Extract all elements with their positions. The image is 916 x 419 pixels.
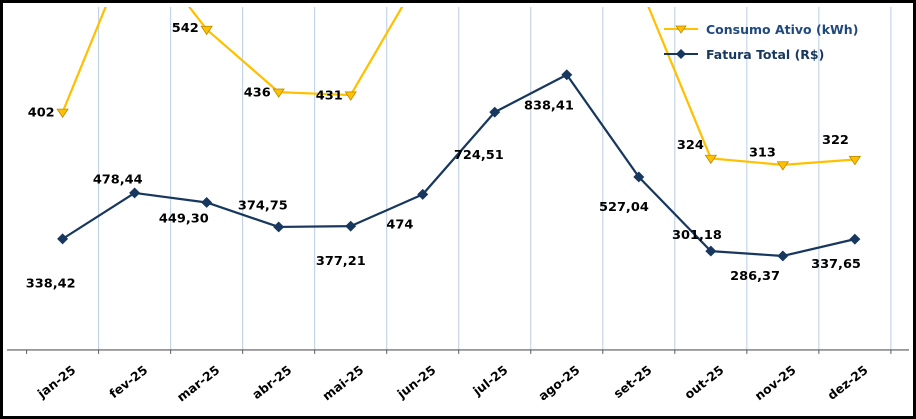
marker-fatura-total-r-set-25: [633, 171, 645, 183]
marker-fatura-total-r-jun-25: [417, 188, 429, 200]
legend-item-fatura-total: Fatura Total (R$): [663, 44, 858, 64]
marker-fatura-total-r-mai-25: [345, 220, 357, 232]
legend-label-consumo-ativo: Consumo Ativo (kWh): [706, 21, 859, 37]
marker-consumo-ativo-kwh-mar-25: [200, 25, 213, 36]
data-label-fatura-total-r-set-25: 527,04: [599, 200, 649, 215]
marker-fatura-total-r-jan-25: [57, 233, 69, 245]
legend-item-consumo-ativo: Consumo Ativo (kWh): [663, 19, 858, 39]
consumo-ativo-line-marker-icon: [664, 25, 698, 34]
data-label-fatura-total-r-jun-25: 474: [386, 217, 413, 232]
data-label-consumo-ativo-kwh-mai-25: 431: [316, 89, 343, 104]
marker-fatura-total-r-ago-25: [561, 69, 573, 81]
x-axis-label-jan-25: jan-25: [34, 363, 78, 401]
x-axis-label-mar-25: mar-25: [174, 363, 222, 404]
marker-fatura-total-r-out-25: [705, 245, 717, 257]
marker-fatura-total-r-mar-25: [201, 197, 213, 208]
data-label-consumo-ativo-kwh-mar-25: 542: [172, 21, 199, 36]
data-label-fatura-total-r-fev-25: 478,44: [93, 173, 143, 188]
data-label-fatura-total-r-dez-25: 337,65: [811, 257, 861, 272]
marker-fatura-total-r-dez-25: [849, 233, 861, 245]
marker-consumo-ativo-kwh-nov-25: [776, 161, 790, 171]
x-axis-label-jun-25: jun-25: [394, 363, 438, 402]
data-label-fatura-total-r-ago-25: 838,41: [524, 99, 574, 114]
marker-consumo-ativo-kwh-abr-25: [272, 88, 285, 98]
data-label-consumo-ativo-kwh-jan-25: 402: [28, 106, 55, 121]
x-axis: [6, 349, 910, 354]
x-axis-label-out-25: out-25: [682, 363, 727, 402]
data-label-fatura-total-r-out-25: 301,18: [672, 228, 722, 243]
triangle-down-icon: [675, 25, 687, 34]
data-label-consumo-ativo-kwh-abr-25: 436: [244, 86, 271, 101]
x-axis-label-nov-25: nov-25: [752, 363, 798, 403]
data-label-fatura-total-r-mai-25: 377,21: [316, 254, 366, 269]
data-label-fatura-total-r-nov-25: 286,37: [730, 269, 780, 284]
x-axis-label-fev-25: fev-25: [107, 363, 151, 401]
data-label-fatura-total-r-jul-25: 724,51: [454, 148, 504, 163]
x-axis-label-dez-25: dez-25: [825, 363, 871, 403]
diamond-icon: [675, 48, 687, 60]
marker-fatura-total-r-jul-25: [489, 106, 501, 118]
marker-consumo-ativo-kwh-out-25: [704, 154, 717, 165]
data-label-fatura-total-r-abr-25: 374,75: [238, 199, 288, 214]
x-axis-label-abr-25: abr-25: [250, 363, 295, 402]
marker-consumo-ativo-kwh-jan-25: [56, 108, 69, 119]
data-label-consumo-ativo-kwh-nov-25: 313: [749, 146, 776, 161]
data-label-consumo-ativo-kwh-out-25: 324: [677, 138, 704, 153]
legend-label-fatura-total: Fatura Total (R$): [706, 46, 825, 62]
series-line-fatura-total-r: [62, 73, 856, 258]
marker-fatura-total-r-fev-25: [129, 187, 141, 199]
marker-fatura-total-r-nov-25: [777, 250, 789, 262]
x-axis-label-jul-25: jul-25: [470, 363, 511, 399]
chart-legend: Consumo Ativo (kWh) Fatura Total (R$): [663, 19, 858, 64]
series-line-consumo-ativo-kwh: [61, 6, 855, 166]
vertical-gridlines: [98, 6, 892, 350]
x-axis-label-mai-25: mai-25: [320, 363, 366, 403]
data-label-fatura-total-r-mar-25: 449,30: [159, 212, 209, 227]
series-consumo-ativo-kwh: 402 542 436 431 324 313 322: [28, 6, 862, 171]
marker-consumo-ativo-kwh-dez-25: [848, 156, 862, 166]
data-label-fatura-total-r-jan-25: 338,42: [26, 277, 76, 292]
marker-fatura-total-r-abr-25: [273, 221, 285, 233]
x-axis-labels: jan-25 fev-25 mar-25 abr-25 mai-25 jun-25 jul-…: [34, 363, 870, 404]
series-fatura-total-r: 338,42 478,44 449,30 374,75 377,21 474 724,51 8…: [26, 69, 861, 292]
x-axis-label-ago-25: ago-25: [536, 363, 583, 403]
data-label-consumo-ativo-kwh-dez-25: 322: [822, 133, 849, 148]
x-axis-label-set-25: set-25: [611, 363, 654, 401]
fatura-total-line-marker-icon: [664, 48, 698, 60]
marker-consumo-ativo-kwh-mai-25: [344, 91, 357, 101]
